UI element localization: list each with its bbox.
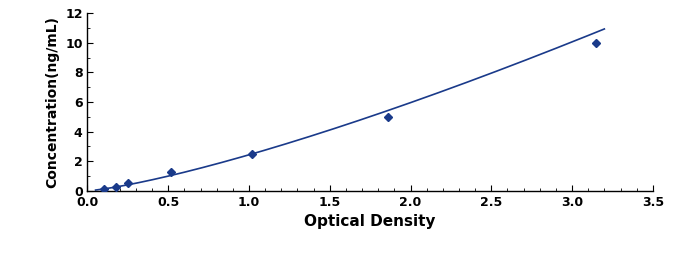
Y-axis label: Concentration(ng/mL): Concentration(ng/mL): [46, 16, 60, 188]
X-axis label: Optical Density: Optical Density: [304, 214, 436, 229]
